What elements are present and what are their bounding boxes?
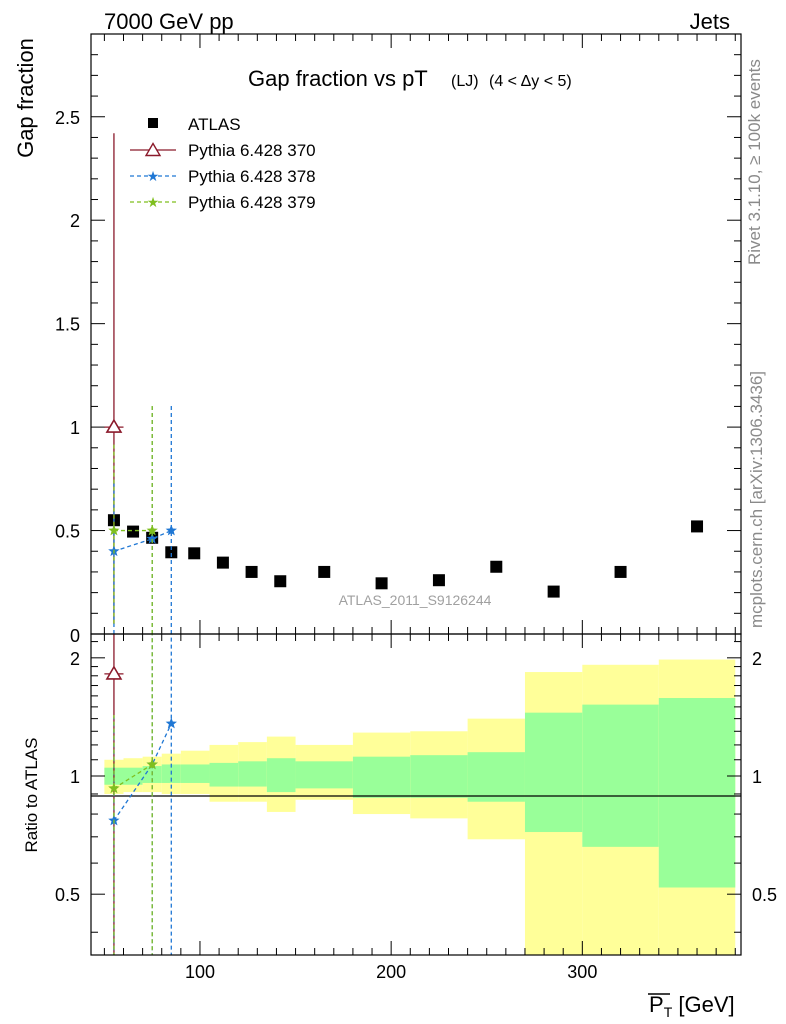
ratio-panel-ticks bbox=[91, 634, 741, 955]
inner-uncertainty-band bbox=[209, 762, 239, 787]
ratio-y-tick-label: 1 bbox=[70, 767, 80, 787]
ratio-y-tick-label: 2 bbox=[70, 649, 80, 669]
atlas-data-point bbox=[614, 565, 627, 578]
legend-marker-pythia-378: ★ bbox=[147, 168, 160, 184]
x-tick-label: 300 bbox=[567, 962, 597, 982]
x-axis-tick-labels: 100 200 300 bbox=[185, 962, 597, 982]
inner-uncertainty-band bbox=[238, 761, 267, 787]
inner-uncertainty-band bbox=[180, 764, 210, 783]
ratio-panel: 0.5 0.5 1 1 2 2 100 200 300 Ratio to ATLAS PT [… bbox=[22, 633, 777, 1020]
inner-uncertainty-band bbox=[266, 758, 296, 793]
pythia-6-428-378-line bbox=[113, 529, 172, 552]
atlas-data-point bbox=[165, 546, 178, 559]
main-panel: 0.5 1 1.5 2 2.5 0 Gap fraction Gap fraction … bbox=[13, 33, 742, 646]
mcplots-reference-label: mcplots.cern.ch [arXiv:1306.3436] bbox=[747, 371, 766, 628]
pythia-6-428-378-data-point bbox=[165, 524, 177, 536]
pythia-6-428-378-ratio-line bbox=[113, 723, 172, 821]
pythia-6-428-370-ratio-point bbox=[105, 665, 123, 680]
legend-label-atlas: ATLAS bbox=[188, 115, 241, 134]
header-process-label: Jets bbox=[690, 9, 730, 34]
pythia-6-428-379-ratio-point bbox=[108, 782, 120, 794]
y-tick-label: 2.5 bbox=[55, 108, 80, 128]
pythia-6-428-379-ratio-line bbox=[113, 763, 153, 789]
x-tick-label: 100 bbox=[185, 962, 215, 982]
legend-marker-atlas bbox=[148, 118, 158, 128]
legend-label-pythia-370: Pythia 6.428 370 bbox=[188, 141, 316, 160]
x-tick-label: 200 bbox=[376, 962, 406, 982]
pythia-6-428-370-data-point bbox=[105, 418, 123, 433]
pythia-6-428-378-data-point bbox=[146, 532, 158, 544]
inner-uncertainty-band bbox=[295, 761, 353, 789]
atlas-data-point bbox=[432, 574, 445, 587]
inner-uncertainty-band bbox=[658, 698, 736, 888]
main-panel-ticks bbox=[91, 34, 741, 634]
analysis-id-watermark: ATLAS_2011_S9126244 bbox=[339, 592, 492, 608]
ratio-panel-data bbox=[104, 634, 177, 955]
header-energy-label: 7000 GeV pp bbox=[104, 9, 234, 34]
inner-uncertainty-band bbox=[582, 704, 659, 847]
legend-marker-pythia-370 bbox=[144, 142, 162, 157]
rivet-version-label: Rivet 3.1.10, ≥ 100k events bbox=[745, 59, 764, 265]
ratio-y-tick-label-right: 0.5 bbox=[752, 885, 777, 905]
atlas-data-point bbox=[490, 560, 503, 573]
x-axis-label-text: PT [GeV] bbox=[649, 992, 735, 1020]
main-panel-y-tick-labels: 0.5 1 1.5 2 2.5 bbox=[55, 108, 80, 542]
inner-uncertainty-band bbox=[352, 756, 411, 798]
y-tick-label-zero: 0 bbox=[70, 626, 80, 646]
y-tick-label: 1.5 bbox=[55, 315, 80, 335]
legend: ATLAS Pythia 6.428 370 ★ Pythia 6.428 37… bbox=[130, 115, 316, 212]
pythia-6-428-379-ratio-point bbox=[146, 758, 158, 770]
ratio-y-tick-label-right: 1 bbox=[752, 767, 762, 787]
inner-uncertainty-band bbox=[467, 752, 525, 802]
atlas-data-point bbox=[547, 585, 560, 598]
main-panel-data bbox=[104, 133, 704, 634]
atlas-data-point bbox=[318, 565, 331, 578]
atlas-data-point bbox=[274, 575, 287, 588]
ratio-panel-y-tick-labels: 0.5 0.5 1 1 2 2 bbox=[55, 649, 777, 905]
pythia-6-428-379-data-point bbox=[146, 524, 158, 536]
ratio-y-axis-label: Ratio to ATLAS bbox=[22, 738, 41, 853]
legend-label-pythia-378: Pythia 6.428 378 bbox=[188, 167, 316, 186]
main-y-axis-label: Gap fraction bbox=[13, 38, 38, 158]
chart-title-suffix: (LJ) bbox=[451, 73, 479, 90]
x-axis-label: PT [GeV] bbox=[648, 992, 735, 1020]
inner-uncertainty-band bbox=[524, 712, 583, 833]
ratio-uncertainty-bands bbox=[104, 659, 736, 955]
atlas-data-point bbox=[245, 565, 258, 578]
ratio-y-tick-label-right: 2 bbox=[752, 649, 762, 669]
chart-title: Gap fraction vs pT bbox=[248, 66, 428, 91]
ratio-y-tick-label: 0.5 bbox=[55, 885, 80, 905]
atlas-data-point bbox=[375, 577, 388, 590]
ratio-panel-frame bbox=[90, 633, 742, 956]
atlas-data-point bbox=[691, 520, 704, 533]
y-tick-label: 1 bbox=[70, 418, 80, 438]
legend-marker-pythia-379: ★ bbox=[147, 194, 160, 210]
atlas-data-point bbox=[188, 547, 201, 560]
chart-title-range: (4 < Δy < 5) bbox=[489, 73, 572, 90]
pythia-6-428-378-ratio-point bbox=[165, 717, 177, 729]
y-tick-label: 2 bbox=[70, 211, 80, 231]
inner-uncertainty-band bbox=[410, 755, 468, 798]
pythia-6-428-379-data-point bbox=[108, 524, 120, 536]
atlas-data-point bbox=[216, 556, 229, 569]
legend-label-pythia-379: Pythia 6.428 379 bbox=[188, 193, 316, 212]
y-tick-label: 0.5 bbox=[55, 522, 80, 542]
atlas-data-point bbox=[127, 525, 140, 538]
